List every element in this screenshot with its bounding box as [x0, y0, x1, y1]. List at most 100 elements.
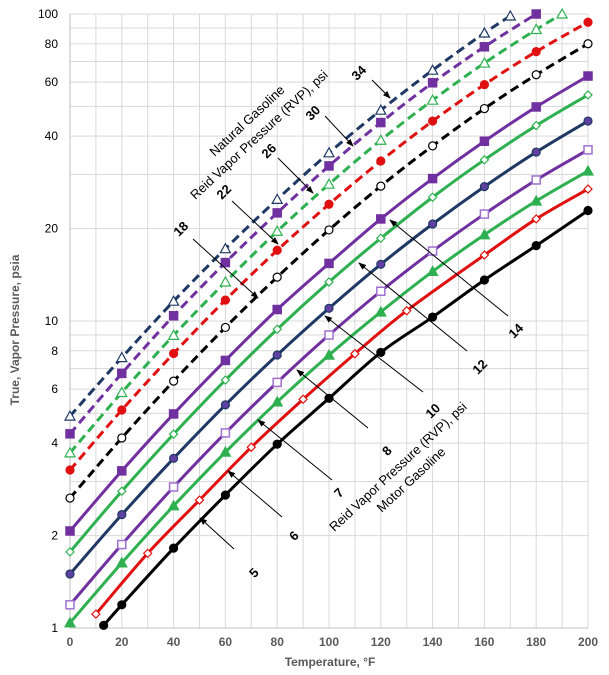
data-point	[169, 543, 179, 553]
data-point	[220, 490, 230, 500]
data-point	[246, 442, 257, 453]
data-point	[324, 393, 334, 403]
data-point	[531, 70, 541, 80]
data-point	[167, 294, 180, 306]
data-point	[99, 620, 109, 630]
y-tick-label: 1	[51, 621, 58, 635]
x-tick-label: 180	[526, 635, 546, 649]
data-point	[427, 246, 438, 256]
data-point	[117, 466, 127, 476]
data-point	[583, 17, 593, 27]
data-point	[169, 453, 179, 463]
data-point	[65, 569, 75, 579]
data-point	[401, 305, 412, 316]
arrow-rvp-30	[324, 115, 354, 147]
y-tick-label: 100	[38, 7, 58, 21]
data-point	[581, 164, 595, 176]
data-point	[115, 351, 128, 363]
y-tick-label: 4	[51, 436, 58, 450]
y-axis-title: True, Vapor Pressure, psia	[8, 254, 22, 405]
x-tick-label: 140	[423, 635, 443, 649]
label-rvp-7: 7	[331, 485, 347, 501]
series-rvp-8	[65, 145, 593, 610]
data-point	[220, 375, 231, 385]
x-tick-label: 80	[271, 635, 285, 649]
data-point	[117, 510, 127, 520]
data-point	[142, 548, 153, 559]
data-point	[426, 63, 439, 75]
data-point	[194, 495, 205, 505]
data-point	[479, 250, 490, 260]
series-line	[68, 12, 538, 435]
data-point	[478, 56, 491, 68]
data-point	[117, 368, 127, 379]
data-point	[220, 428, 231, 438]
x-tick-label: 0	[67, 635, 74, 649]
y-tick-label: 80	[45, 37, 59, 51]
data-point	[324, 277, 334, 287]
series-rvp-14	[65, 71, 593, 536]
data-point	[376, 286, 386, 296]
data-point	[272, 272, 282, 282]
label-rvp-34: 34	[348, 62, 369, 83]
series-layer	[63, 7, 595, 630]
data-point	[220, 400, 230, 410]
data-point	[531, 175, 541, 185]
data-point	[583, 184, 593, 194]
data-point	[219, 242, 232, 254]
y-tick-label: 60	[45, 75, 59, 89]
data-point	[376, 214, 386, 224]
data-point	[374, 133, 387, 145]
series-rvp-6	[91, 184, 593, 619]
series-rvp-30	[65, 9, 541, 439]
data-point	[272, 324, 283, 335]
data-point	[376, 156, 386, 166]
data-point	[530, 194, 543, 206]
x-tick-label: 200	[578, 635, 598, 649]
data-point	[531, 9, 541, 19]
data-point	[272, 245, 282, 255]
label-rvp-30: 30	[302, 102, 323, 123]
series-rvp-5	[99, 205, 593, 630]
data-point	[272, 350, 282, 360]
data-point	[531, 214, 542, 224]
data-point	[427, 192, 438, 203]
data-point	[324, 225, 334, 235]
data-point	[324, 258, 334, 269]
data-point	[428, 219, 438, 229]
data-point	[322, 177, 336, 189]
data-point	[219, 445, 232, 457]
data-point	[374, 305, 387, 317]
data-point	[531, 147, 541, 157]
label-rvp-26: 26	[258, 140, 279, 161]
data-point	[219, 275, 232, 287]
data-point	[504, 9, 517, 21]
label-rvp-22: 22	[213, 181, 234, 202]
series-rvp-22	[65, 17, 593, 475]
data-point	[169, 348, 179, 359]
data-point	[324, 303, 334, 313]
data-point	[428, 141, 438, 151]
y-tick-label: 20	[45, 222, 59, 236]
data-point	[583, 90, 593, 100]
y-tick-label: 10	[45, 314, 59, 328]
data-point	[168, 311, 179, 321]
y-tick-label: 2	[51, 529, 58, 543]
data-point	[117, 539, 127, 550]
data-point	[427, 78, 438, 88]
data-point	[324, 161, 334, 171]
data-point	[350, 348, 360, 359]
series-rvp-26	[63, 7, 569, 458]
data-point	[428, 116, 438, 126]
arrow-rvp-7	[257, 419, 333, 481]
series-rvp-7	[63, 164, 595, 628]
data-point	[117, 600, 127, 610]
data-point	[531, 47, 541, 57]
data-point	[220, 355, 231, 366]
x-tick-label: 100	[319, 635, 339, 649]
data-point	[115, 386, 128, 398]
data-point	[272, 208, 282, 218]
data-point	[376, 181, 386, 191]
motor-rvp-label: Reid Vapor Pressure (RVP), psi	[326, 399, 470, 534]
